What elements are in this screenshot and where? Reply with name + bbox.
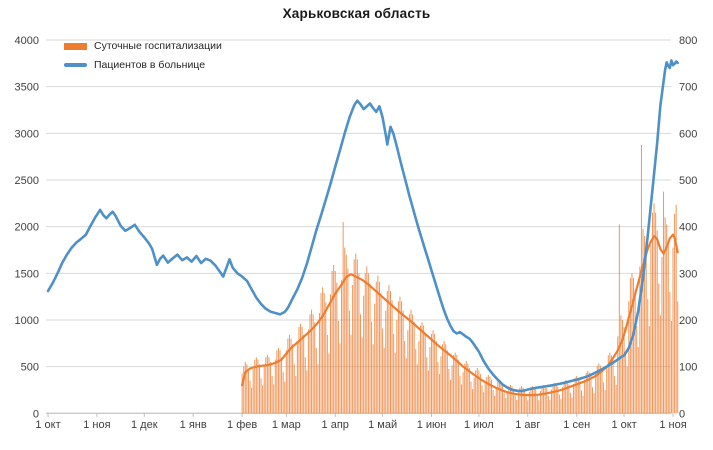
x-axis bbox=[46, 412, 674, 417]
chart-title: Харьковская область bbox=[282, 6, 431, 21]
y-axis-right-label: 200 bbox=[679, 315, 697, 327]
y-axis-right-label: 0 bbox=[679, 408, 685, 420]
legend-label-patients: Пациентов в больнице bbox=[94, 58, 206, 71]
legend: Суточные госпитализации Пациентов в боль… bbox=[64, 41, 222, 70]
y-axis-left-label: 4000 bbox=[15, 35, 39, 47]
x-axis-label: 1 янв bbox=[180, 419, 207, 431]
y-axis-left-label: 1000 bbox=[15, 315, 39, 327]
legend-item-patients: Пациентов в больнице bbox=[64, 58, 222, 71]
x-axis-label: 1 сен bbox=[563, 419, 590, 431]
legend-line-swatch bbox=[64, 63, 87, 67]
y-axis-left-label: 3000 bbox=[15, 128, 39, 140]
y-axis-right-label: 500 bbox=[679, 175, 697, 187]
y-axis-right-label: 600 bbox=[679, 128, 697, 140]
legend-label-hospitalizations: Суточные госпитализации bbox=[94, 40, 222, 52]
x-axis-label: 1 фев bbox=[227, 419, 257, 431]
legend-bar-swatch bbox=[64, 42, 87, 50]
x-axis-label: 1 июл bbox=[464, 419, 494, 431]
y-axis-right-label: 700 bbox=[679, 82, 697, 94]
y-axis-left-label: 3500 bbox=[15, 82, 39, 94]
y-axis-right-label: 800 bbox=[679, 35, 697, 47]
y-axis-left-label: 500 bbox=[21, 362, 39, 374]
x-axis-label: 1 дек bbox=[131, 419, 158, 431]
patients-line bbox=[46, 59, 680, 393]
y-axis-right-labels: 0 100 200 300 400 500 600 700 800 bbox=[679, 35, 697, 420]
y-axis-right-label: 300 bbox=[679, 268, 697, 280]
legend-item-hospitalizations: Суточные госпитализации bbox=[64, 41, 222, 52]
x-axis-label: 1 окт bbox=[611, 419, 636, 431]
hospitalizations-bars bbox=[241, 144, 679, 414]
x-axis-label: 1 мар bbox=[272, 419, 301, 431]
y-axis-left-label: 2500 bbox=[15, 175, 39, 187]
gridlines bbox=[46, 39, 671, 414]
x-axis-label: 1 май bbox=[368, 419, 397, 431]
x-axis-label: 1 окт bbox=[35, 419, 60, 431]
y-axis-left-label: 1500 bbox=[15, 268, 39, 280]
x-axis-label: 1 июн bbox=[417, 419, 447, 431]
y-axis-right-label: 100 bbox=[679, 362, 697, 374]
hospitalizations-average-line bbox=[241, 233, 679, 397]
x-axis-labels: 1 окт 1 ноя 1 дек 1 янв 1 фев 1 мар 1 апр 1 май… bbox=[35, 419, 686, 431]
x-axis-label: 1 авг bbox=[515, 419, 540, 431]
y-axis-left-label: 2000 bbox=[15, 222, 39, 234]
y-axis-left-labels: 0 500 1000 1500 2000 2500 3000 3500 4000 bbox=[15, 35, 39, 420]
y-axis-left-label: 0 bbox=[33, 408, 39, 420]
x-axis-label: 1 апр bbox=[322, 419, 349, 431]
x-axis-label: 1 ноя bbox=[83, 419, 110, 431]
y-axis-right-label: 400 bbox=[679, 222, 697, 234]
x-axis-label: 1 ноя bbox=[659, 419, 686, 431]
